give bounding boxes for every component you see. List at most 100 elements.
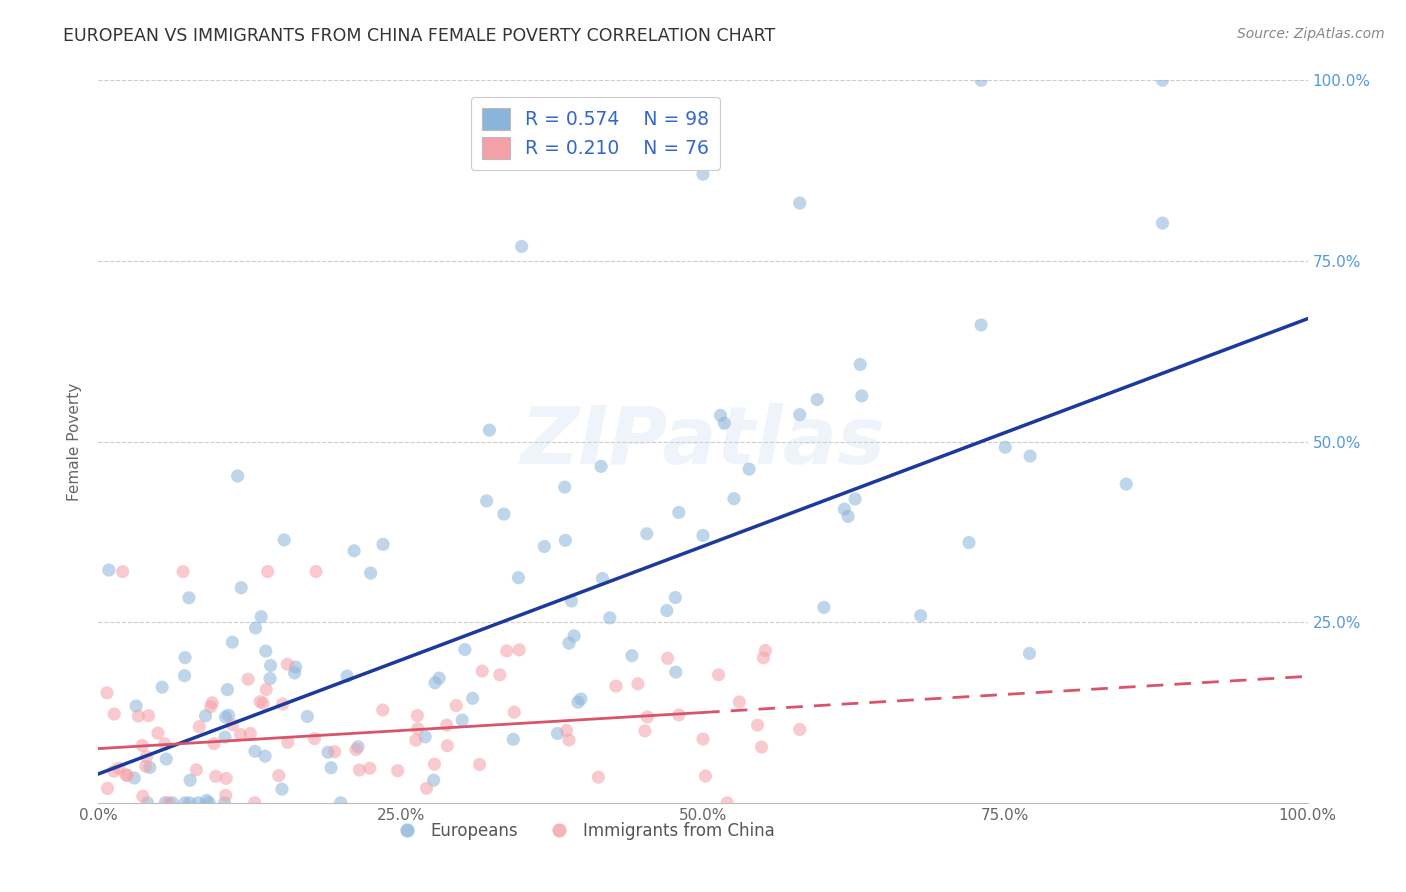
Point (657, 651, 679, 665)
Point (254, 644, 277, 658)
Point (664, 591, 686, 605)
Point (665, 665, 688, 679)
Point (588, 770, 610, 784)
Legend: Europeans, Immigrants from China: Europeans, Immigrants from China (384, 815, 780, 847)
Point (155, 752, 177, 766)
Point (415, 781, 437, 796)
Point (125, 699, 148, 714)
Point (217, 708, 239, 723)
Point (423, 675, 446, 690)
Point (360, 566, 382, 580)
Point (1115, 477, 1137, 491)
Point (214, 710, 236, 724)
Point (468, 757, 491, 772)
Point (478, 423, 501, 437)
Point (124, 771, 146, 785)
Point (136, 796, 159, 810)
Point (200, 699, 222, 714)
Point (284, 660, 307, 674)
Point (214, 730, 236, 744)
Point (221, 635, 243, 649)
Text: Source: ZipAtlas.com: Source: ZipAtlas.com (1237, 27, 1385, 41)
Point (135, 749, 157, 764)
Point (554, 480, 576, 494)
Point (179, 773, 201, 788)
Point (634, 723, 657, 738)
Point (139, 760, 162, 774)
Point (150, 680, 173, 694)
Point (423, 757, 446, 772)
Point (754, 643, 776, 657)
Point (747, 718, 769, 732)
Point (567, 695, 589, 709)
Point (259, 672, 281, 686)
Point (252, 696, 274, 710)
Point (115, 768, 138, 782)
Point (533, 540, 555, 554)
Point (96, 686, 118, 700)
Point (316, 745, 339, 759)
Point (267, 769, 290, 783)
Point (1152, 73, 1174, 87)
Point (243, 744, 266, 758)
Point (837, 509, 859, 524)
Point (323, 745, 346, 759)
Point (111, 565, 134, 579)
Point (249, 695, 271, 709)
Point (1152, 216, 1174, 230)
Point (502, 732, 524, 747)
Point (336, 669, 359, 683)
Point (215, 772, 238, 786)
Point (451, 713, 474, 727)
Point (813, 600, 835, 615)
Point (103, 764, 125, 779)
Point (555, 723, 578, 738)
Point (591, 459, 613, 474)
Point (271, 697, 294, 711)
Point (789, 723, 811, 737)
Point (221, 718, 243, 732)
Point (599, 611, 621, 625)
Point (692, 167, 714, 181)
Point (177, 591, 200, 605)
Text: EUROPEAN VS IMMIGRANTS FROM CHINA FEMALE POVERTY CORRELATION CHART: EUROPEAN VS IMMIGRANTS FROM CHINA FEMALE… (63, 27, 776, 45)
Point (153, 737, 176, 751)
Point (560, 594, 582, 608)
Point (1018, 647, 1040, 661)
Point (495, 644, 517, 658)
Point (96, 781, 118, 796)
Point (668, 124, 690, 138)
Text: ZIPatlas: ZIPatlas (520, 402, 886, 481)
Point (256, 565, 278, 579)
Point (569, 692, 592, 706)
Point (108, 761, 131, 775)
Point (329, 796, 352, 810)
Point (347, 739, 370, 754)
Point (215, 789, 238, 803)
Point (692, 732, 714, 747)
Point (752, 650, 775, 665)
Point (636, 710, 658, 724)
Point (562, 629, 585, 643)
Point (436, 718, 458, 732)
Point (135, 759, 157, 773)
Point (371, 703, 394, 717)
Point (194, 708, 217, 723)
Point (627, 677, 650, 691)
Point (454, 642, 477, 657)
Point (217, 682, 239, 697)
Point (239, 726, 262, 740)
Point (229, 727, 252, 741)
Point (668, 707, 690, 722)
Point (157, 796, 180, 810)
Point (728, 695, 751, 709)
Point (250, 609, 273, 624)
Point (558, 733, 581, 747)
Point (146, 726, 169, 740)
Point (138, 708, 160, 723)
Point (226, 469, 249, 483)
Point (231, 581, 253, 595)
Point (173, 669, 195, 683)
Point (436, 739, 458, 753)
Point (844, 491, 866, 506)
